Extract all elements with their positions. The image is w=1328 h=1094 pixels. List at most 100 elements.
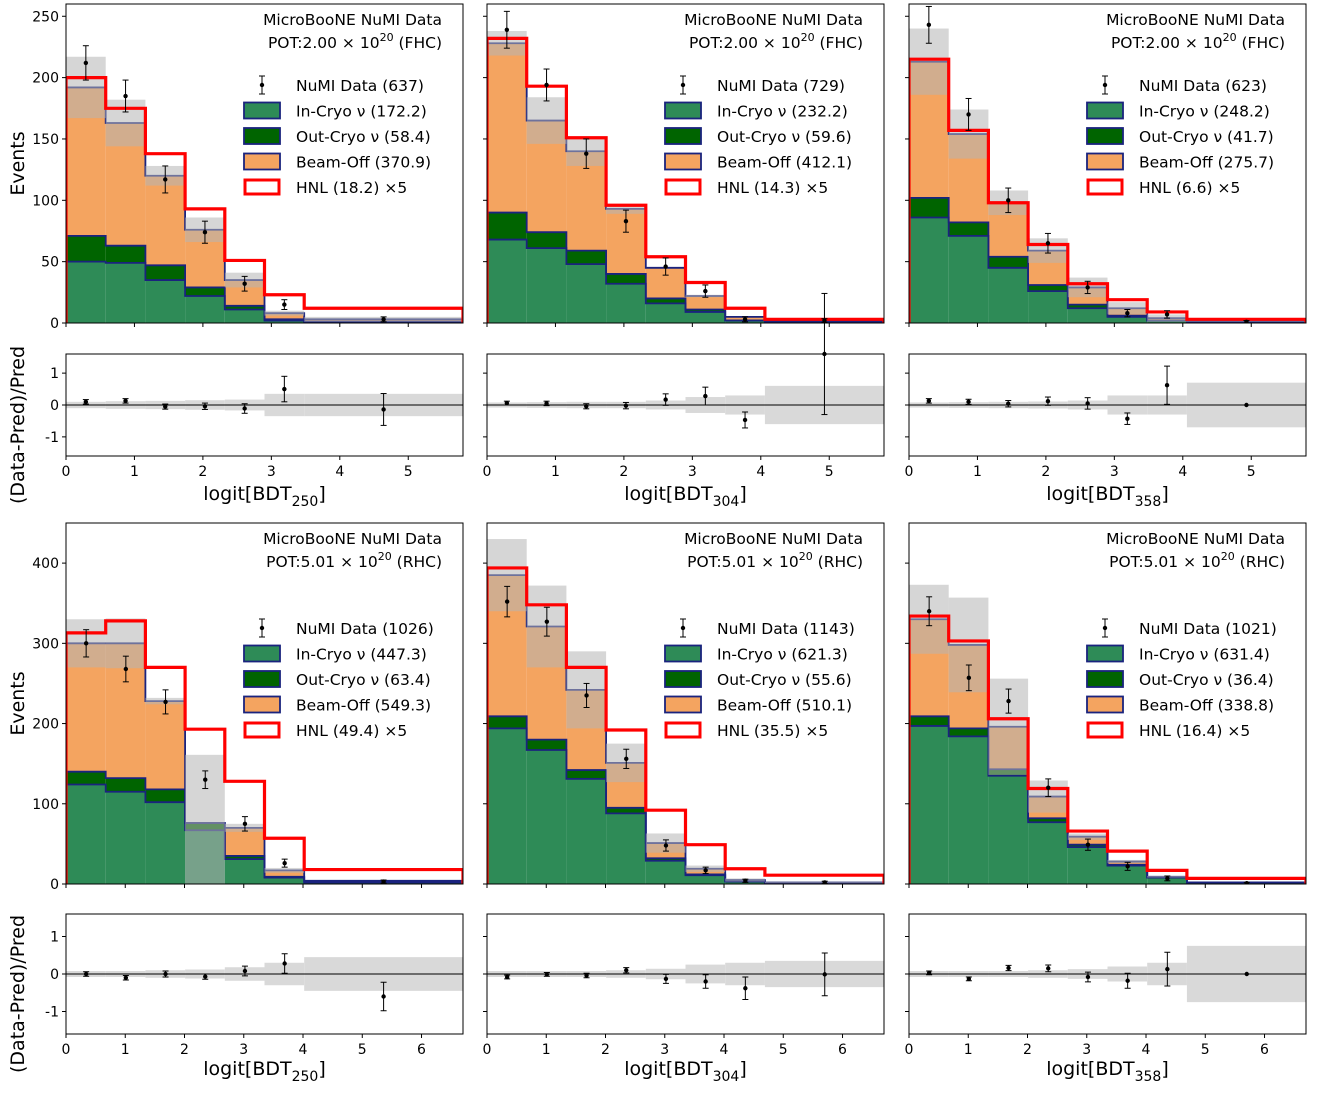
uncertainty-band (264, 867, 305, 873)
legend-data-marker (680, 625, 686, 631)
x-tick-label: 2 (601, 1042, 610, 1058)
ratio-plot-area (487, 292, 884, 429)
in-cryo-bar (145, 802, 186, 884)
ratio-point (584, 404, 589, 409)
pot-text: POT:2.00 × 10 (268, 34, 380, 52)
pot-label: POT:5.01 × 1020 (RHC) (1109, 550, 1285, 571)
y-tick-label: 400 (32, 556, 59, 572)
y-axis-label: Events (7, 131, 29, 195)
out-cryo-bar (606, 273, 646, 284)
pot-exponent: 20 (801, 31, 815, 44)
out-cryo-bar (909, 197, 949, 218)
y-tick-label: 0 (50, 316, 59, 332)
out-cryo-bar (685, 309, 726, 312)
ratio-point (966, 399, 971, 405)
x-tick-label: 4 (756, 464, 765, 480)
data-point (623, 218, 629, 224)
x-axis-label: logit[BDT250] (203, 483, 326, 510)
legend-data-marker (1102, 625, 1108, 631)
data-point (1045, 241, 1051, 246)
ratio-point (743, 986, 748, 991)
main-frame (908, 3, 1307, 324)
in-cryo-bar (66, 261, 106, 323)
x-tick-label: 3 (239, 1042, 248, 1058)
x-tick-label: 0 (483, 1042, 492, 1058)
pot-text: POT:5.01 × 10 (266, 553, 378, 571)
legend-out-cryo-swatch (1086, 127, 1124, 145)
pot-text: POT:2.00 × 10 (689, 34, 801, 52)
legend-beam-off-swatch (664, 152, 702, 171)
legend-label-beam-off: Beam-Off (510.1) (717, 697, 852, 715)
data-point (381, 317, 386, 322)
y-tick-label: 0 (50, 877, 59, 893)
legend-label-hnl: HNL (6.6) ×5 (1139, 179, 1240, 197)
x-tick-label: 3 (1110, 464, 1119, 480)
legend-data-marker (259, 625, 265, 631)
ratio-point (544, 401, 549, 406)
legend-label-data: NuMI Data (637) (296, 77, 424, 95)
out-cryo-bar (566, 770, 607, 779)
out-cryo-bar (185, 287, 225, 297)
in-cryo-bar (526, 750, 567, 884)
legend-label-data: NuMI Data (1026) (296, 620, 434, 638)
ratio-point (83, 399, 89, 405)
ratio-point (123, 398, 128, 404)
ratio-point (1125, 416, 1130, 421)
x-tick-label: 5 (404, 464, 413, 480)
x-tick-label: 1 (964, 1042, 973, 1058)
experiment-label: MicroBooNE NuMI Data (1106, 11, 1285, 29)
pot-mode: (RHC) (392, 553, 442, 571)
ratio-point (703, 393, 708, 399)
ratio-y-tick-label: 1 (50, 930, 59, 946)
x-label-subscript: 358 (1135, 494, 1162, 510)
x-tick-label: 5 (1247, 464, 1256, 480)
legend-label-in-cryo: In-Cryo ν (232.2) (717, 103, 848, 121)
ratio-point (282, 961, 287, 966)
out-cryo-bar (105, 245, 146, 263)
beam-off-bar (224, 827, 265, 856)
pot-label: POT:2.00 × 1020 (FHC) (268, 31, 442, 52)
x-label-subscript: 304 (713, 494, 740, 510)
x-tick-label: 3 (267, 464, 276, 480)
ratio-point (623, 403, 629, 408)
x-tick-label: 3 (660, 1042, 669, 1058)
main-frame (908, 522, 1307, 885)
data-point (1006, 198, 1011, 203)
x-tick-label: 2 (619, 464, 628, 480)
x-tick-label: 5 (779, 1042, 788, 1058)
data-point (544, 619, 550, 624)
ratio-point (1164, 383, 1170, 388)
in-cryo-bar (645, 860, 686, 884)
x-label-main: logit[BDT (203, 483, 292, 505)
data-point (663, 264, 668, 269)
data-point (123, 93, 128, 99)
y-tick-label: 200 (32, 717, 59, 733)
legend-label-data: NuMI Data (729) (717, 77, 845, 95)
main-frame (486, 3, 885, 324)
data-point (282, 860, 287, 866)
ratio-point (1006, 965, 1011, 971)
in-cryo-bar (909, 725, 949, 884)
x-tick-label: 3 (688, 464, 697, 480)
legend-beam-off-swatch (243, 152, 281, 171)
legend-beam-off-swatch (1086, 695, 1124, 714)
x-tick-label: 6 (1260, 1042, 1269, 1058)
legend-in-cryo-swatch (243, 101, 281, 120)
legend-label-data: NuMI Data (1143) (717, 620, 855, 638)
data-point (381, 879, 386, 884)
ratio-point (966, 976, 972, 982)
out-cryo-bar (105, 778, 146, 792)
in-cryo-bar (145, 280, 186, 323)
legend-data-marker (259, 82, 265, 88)
legend-out-cryo-swatch (1086, 670, 1124, 688)
data-point (1085, 842, 1091, 847)
pot-label: POT:5.01 × 1020 (RHC) (687, 550, 863, 571)
x-label-main: logit[BDT (624, 483, 713, 505)
uncertainty-band (1107, 302, 1148, 315)
ratio-point (381, 407, 386, 412)
data-point (1006, 698, 1011, 704)
legend-label-data: NuMI Data (623) (1139, 77, 1267, 95)
uncertainty-band (1067, 833, 1108, 840)
pot-text: POT:2.00 × 10 (1111, 34, 1223, 52)
